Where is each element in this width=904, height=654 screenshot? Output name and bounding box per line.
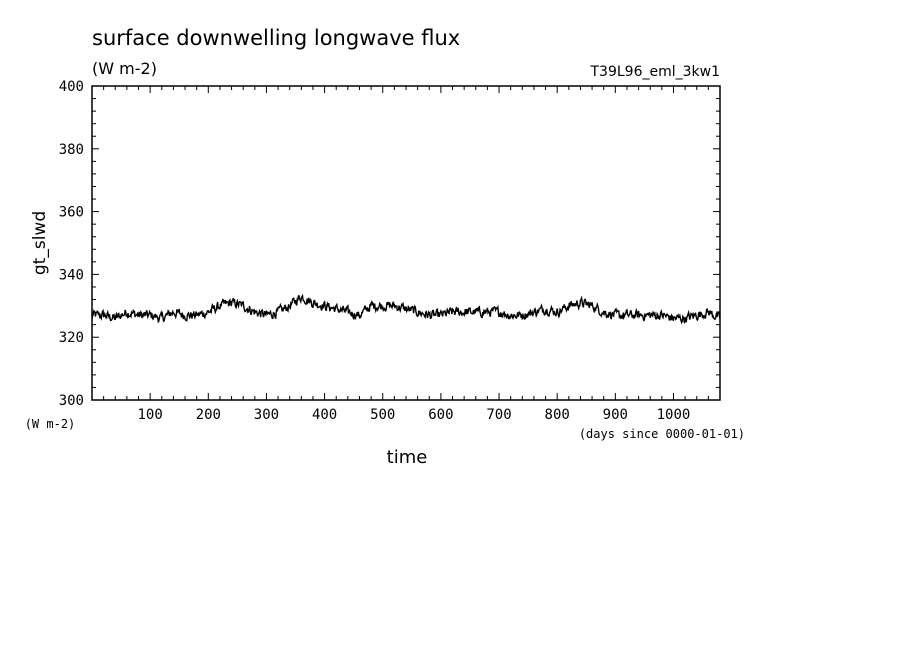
y-tick-label: 300 [59,393,84,409]
plot-frame [91,85,721,401]
y-axis-unit: (W m-2) [25,417,76,431]
x-tick-label: 500 [370,407,395,423]
y-tick-label: 380 [59,142,84,158]
x-tick-label: 300 [254,407,279,423]
y-tick-label: 340 [59,267,84,283]
x-tick-label: 900 [603,407,628,423]
x-axis-label: time [387,447,428,468]
series-line-gt-slwd [91,293,721,325]
y-tick-label: 360 [59,205,84,221]
x-tick-label: 400 [312,407,337,423]
tick-marks [92,85,720,401]
x-tick-label: 700 [486,407,511,423]
chart-title: surface downwelling longwave flux [92,26,460,50]
x-tick-label: 100 [137,407,162,423]
y-axis-label: gt_slwd [30,211,50,275]
x-tick-label: 1000 [657,407,691,423]
y-tick-label: 320 [59,330,84,346]
run-label: T39L96_eml_3kw1 [590,64,721,80]
x-tick-label: 600 [428,407,453,423]
x-tick-labels: 100 200 300 400 500 600 700 800 900 1000 [137,407,690,423]
x-tick-label: 800 [545,407,570,423]
y-tick-label: 400 [59,79,84,95]
x-axis-unit: (days since 0000-01-01) [579,427,745,441]
chart-subtitle: (W m-2) [92,59,157,78]
y-tick-labels: 300 320 340 360 380 400 [59,79,84,409]
x-tick-label: 200 [196,407,221,423]
